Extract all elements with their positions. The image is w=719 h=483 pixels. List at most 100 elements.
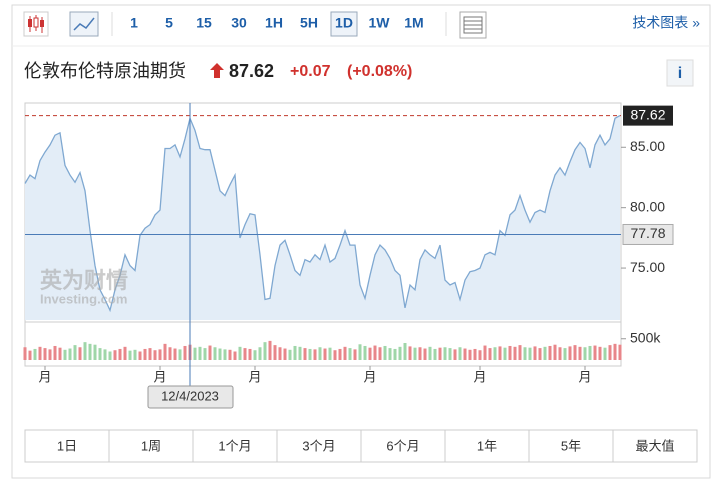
volume-bar — [608, 345, 612, 360]
x-tick-label: 月 — [473, 369, 486, 384]
volume-bar — [463, 348, 467, 360]
info-button[interactable] — [666, 59, 694, 87]
watermark-en: Investing.com — [40, 291, 127, 306]
volume-bar — [218, 348, 222, 360]
volume-bar — [58, 347, 62, 360]
volume-bar — [83, 342, 87, 360]
volume-bar — [478, 350, 482, 360]
volume-bar — [198, 346, 202, 360]
volume-bar — [98, 348, 102, 360]
volume-bar — [43, 348, 47, 360]
volume-bar — [53, 345, 57, 360]
volume-bar — [343, 346, 347, 360]
interval-button[interactable]: 15 — [196, 15, 212, 31]
interval-button[interactable]: 30 — [231, 15, 247, 31]
volume-bar — [598, 346, 602, 360]
volume-bar — [228, 349, 232, 360]
volume-bar — [123, 346, 127, 360]
x-tick-label: 月 — [153, 369, 166, 384]
interval-button[interactable]: 5H — [300, 15, 318, 31]
up-arrow — [210, 63, 224, 78]
volume-bar — [238, 346, 242, 360]
volume-bar — [393, 348, 397, 360]
volume-bar — [158, 349, 162, 360]
volume-bar — [223, 349, 227, 360]
volume-bar — [88, 343, 92, 360]
volume-bar — [588, 345, 592, 360]
y-tick-label: 80.00 — [630, 198, 665, 214]
range-button[interactable]: 3个月 — [302, 438, 335, 453]
volume-bar — [573, 345, 577, 360]
volume-bar — [338, 348, 342, 360]
range-button[interactable]: 1个月 — [218, 438, 251, 453]
volume-bar — [493, 347, 497, 360]
volume-bar — [243, 348, 247, 360]
volume-bar — [423, 348, 427, 360]
info-icon[interactable]: i — [678, 65, 682, 82]
volume-bar — [533, 346, 537, 360]
interval-button[interactable]: 1W — [369, 15, 391, 31]
crosshair-value-label: 77.78 — [630, 225, 665, 241]
volume-bar — [263, 342, 267, 360]
volume-bar — [73, 345, 77, 360]
price: 87.62 — [229, 61, 274, 81]
volume-tick-label: 500k — [630, 329, 661, 345]
interval-button[interactable]: 5 — [165, 15, 173, 31]
line-icon[interactable] — [69, 11, 99, 37]
volume-bar — [253, 350, 257, 360]
volume-bar — [518, 345, 522, 360]
interval-button[interactable]: 1M — [404, 15, 423, 31]
range-button[interactable]: 6个月 — [386, 438, 419, 453]
table-icon[interactable] — [459, 11, 487, 39]
volume-bar — [413, 347, 417, 360]
volume-bar — [443, 347, 447, 360]
volume-bar — [593, 345, 597, 360]
volume-bar — [603, 347, 607, 360]
volume-bar — [363, 345, 367, 360]
volume-bar — [353, 349, 357, 360]
change: +0.07 — [290, 63, 331, 80]
volume-bar — [288, 349, 292, 360]
range-button[interactable]: 1日 — [57, 438, 77, 453]
volume-bar — [103, 349, 107, 360]
volume-bar — [28, 350, 32, 360]
interval-button[interactable]: 1 — [130, 15, 138, 31]
range-button[interactable]: 1年 — [477, 438, 497, 453]
technical-chart-link[interactable]: 技术图表 » — [632, 15, 700, 31]
volume-bar — [148, 348, 152, 360]
volume-bar — [193, 347, 197, 360]
volume-bar — [388, 348, 392, 360]
range-button[interactable]: 1周 — [141, 438, 161, 453]
volume-bar — [618, 344, 622, 360]
volume-bar — [508, 345, 512, 360]
volume-bar — [108, 351, 112, 360]
range-button[interactable]: 最大值 — [635, 438, 674, 453]
active-interval — [330, 11, 358, 37]
y-tick-label: 75.00 — [630, 259, 665, 275]
volume-bar — [248, 348, 252, 360]
candle-icon[interactable] — [23, 11, 49, 37]
volume-bar — [178, 349, 182, 360]
volume-bar — [203, 348, 207, 360]
last-price-label: 87.62 — [630, 106, 665, 122]
volume-bar — [38, 346, 42, 360]
volume-bar — [23, 347, 27, 360]
volume-bar — [448, 348, 452, 360]
volume-bar — [143, 348, 147, 360]
volume-bar — [538, 348, 542, 360]
change-percent: (+0.08%) — [347, 63, 412, 80]
volume-bar — [128, 350, 132, 360]
volume-bar — [68, 348, 72, 360]
volume-bar — [378, 347, 382, 360]
x-tick-label: 月 — [363, 369, 376, 384]
x-tick-label: 月 — [248, 369, 261, 384]
interval-button[interactable]: 1D — [335, 15, 353, 31]
volume-bar — [458, 347, 462, 360]
interval-button[interactable]: 1H — [265, 15, 283, 31]
crosshair-date-label: 12/4/2023 — [161, 388, 219, 403]
volume-bar — [613, 343, 617, 360]
price-line — [24, 115, 621, 313]
volume-bar — [113, 350, 117, 360]
volume-bar — [78, 347, 82, 360]
range-button[interactable]: 5年 — [561, 438, 581, 453]
